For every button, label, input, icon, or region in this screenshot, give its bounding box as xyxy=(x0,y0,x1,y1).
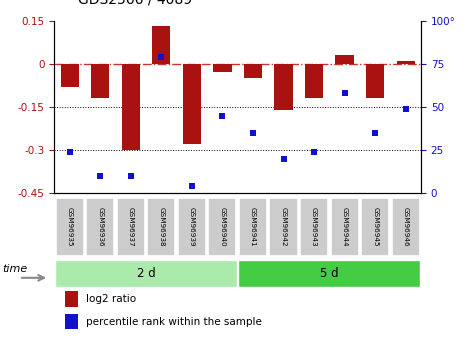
Bar xyxy=(61,64,79,87)
Text: GSM96936: GSM96936 xyxy=(97,207,103,247)
FancyBboxPatch shape xyxy=(331,198,359,256)
FancyBboxPatch shape xyxy=(56,198,84,256)
Text: GSM96945: GSM96945 xyxy=(372,207,378,247)
Text: GSM96943: GSM96943 xyxy=(311,207,317,247)
FancyBboxPatch shape xyxy=(55,260,237,287)
FancyBboxPatch shape xyxy=(117,198,145,256)
Text: GSM96946: GSM96946 xyxy=(403,207,409,247)
Bar xyxy=(122,64,140,150)
Text: GSM96937: GSM96937 xyxy=(128,207,134,247)
FancyBboxPatch shape xyxy=(86,198,114,256)
Bar xyxy=(396,61,415,64)
Text: GDS2566 / 4089: GDS2566 / 4089 xyxy=(78,0,192,7)
Bar xyxy=(213,64,232,72)
FancyBboxPatch shape xyxy=(300,198,328,256)
FancyBboxPatch shape xyxy=(270,198,298,256)
Bar xyxy=(152,27,170,64)
Bar xyxy=(335,55,354,64)
FancyBboxPatch shape xyxy=(208,198,236,256)
Text: GSM96940: GSM96940 xyxy=(219,207,226,247)
FancyBboxPatch shape xyxy=(239,198,267,256)
FancyBboxPatch shape xyxy=(178,198,206,256)
Bar xyxy=(91,64,109,98)
Text: GSM96944: GSM96944 xyxy=(342,207,348,247)
Text: time: time xyxy=(3,264,28,274)
Text: 2 d: 2 d xyxy=(137,267,156,280)
Text: GSM96938: GSM96938 xyxy=(158,207,164,247)
Bar xyxy=(274,64,293,110)
Text: 5 d: 5 d xyxy=(320,267,339,280)
FancyBboxPatch shape xyxy=(361,198,389,256)
Bar xyxy=(65,314,78,329)
Text: GSM96935: GSM96935 xyxy=(67,207,73,247)
Text: percentile rank within the sample: percentile rank within the sample xyxy=(86,317,262,327)
Bar xyxy=(305,64,323,98)
FancyBboxPatch shape xyxy=(147,198,175,256)
FancyBboxPatch shape xyxy=(392,198,420,256)
Bar xyxy=(366,64,384,98)
Text: log2 ratio: log2 ratio xyxy=(86,294,136,304)
Bar xyxy=(244,64,262,78)
Text: GSM96939: GSM96939 xyxy=(189,207,195,247)
Bar xyxy=(65,291,78,307)
FancyBboxPatch shape xyxy=(238,260,420,287)
Text: GSM96942: GSM96942 xyxy=(280,207,287,247)
Bar xyxy=(183,64,201,144)
Text: GSM96941: GSM96941 xyxy=(250,207,256,247)
